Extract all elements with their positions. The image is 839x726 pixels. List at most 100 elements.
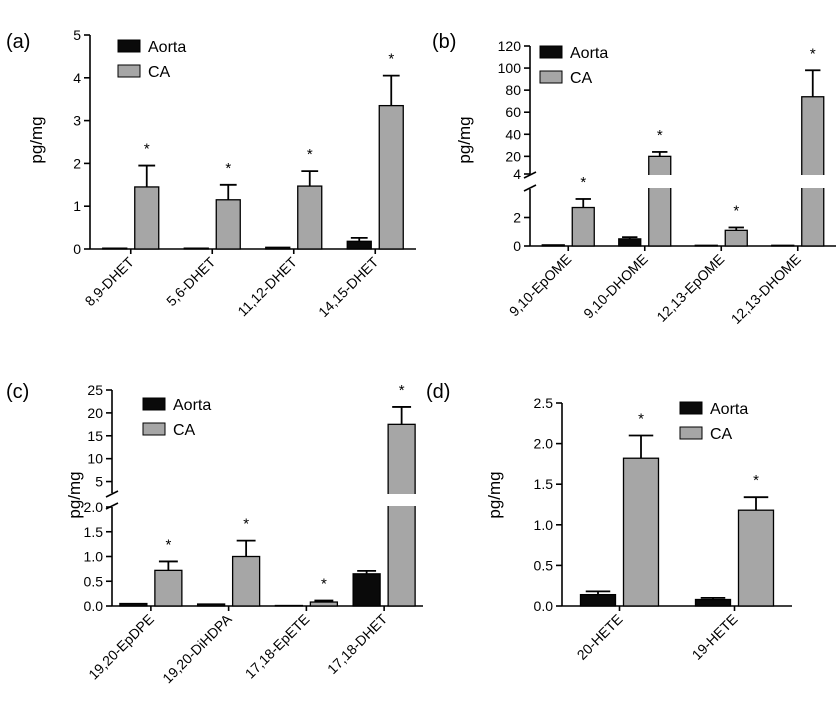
legend-label-ca: CA [173, 422, 196, 439]
bar-aorta [265, 246, 291, 250]
legend-label-aorta: Aorta [148, 39, 186, 56]
bar-aorta [102, 247, 128, 250]
legend-label-ca: CA [710, 426, 733, 443]
y-tick-label: 0.5 [534, 557, 554, 573]
legend-swatch-aorta [117, 39, 141, 53]
legend-label-ca: CA [148, 64, 171, 81]
bar-aorta [352, 573, 381, 607]
bar-ca [387, 423, 416, 607]
y-axis-label: pg/mg [485, 471, 504, 518]
bar-break-gap [386, 494, 418, 506]
y-axis-label: pg/mg [65, 471, 84, 518]
bar-ca [737, 509, 775, 607]
panel-c: (c) pg/mg 0.0 0.5 1.0 1.5 2.0 5 10 15 20 25 * 19,20-E… [6, 381, 423, 686]
y-tick-label: 0.0 [84, 598, 104, 614]
x-category-label: 8,9-DHET [82, 253, 138, 309]
bar-ca [231, 555, 261, 607]
x-category-label: 14,15-DHET [315, 253, 382, 320]
axis-break-mark [105, 490, 119, 498]
y-tick-label: 2.0 [84, 499, 104, 515]
bar-ca [571, 206, 595, 247]
bar-aorta [579, 593, 617, 607]
bar-aorta [274, 604, 304, 607]
y-tick-label: 15 [87, 428, 103, 444]
legend-swatch-ca [679, 426, 703, 440]
bar-break-gap [646, 175, 673, 188]
bar-ca [622, 457, 660, 607]
x-category-label: 9,10-EpOME [506, 251, 575, 320]
x-category-label: 11,12-DHET [234, 254, 300, 320]
y-tick-label: 40 [505, 126, 521, 142]
legend-label-aorta: Aorta [710, 401, 748, 418]
y-tick-label: 3 [73, 113, 81, 129]
significance-star: * [753, 472, 759, 489]
bar-aorta [694, 598, 732, 607]
x-category-label: 19,20-DiHDPA [159, 610, 235, 686]
y-tick-label: 2.0 [534, 436, 554, 452]
significance-star: * [307, 146, 313, 163]
legend-swatch-aorta [539, 45, 563, 59]
legend-label-ca: CA [570, 70, 593, 87]
axis-break-mark [523, 171, 537, 179]
x-category-label: 19,20-EpDPE [85, 611, 157, 683]
panel-a: (a) pg/mg 0 1 2 3 4 5 * 8,9-DHET * 5,6-DHET * 11,12-D… [6, 27, 416, 320]
y-tick-label: 1 [73, 198, 81, 214]
y-tick-label: 10 [87, 451, 103, 467]
y-tick-label: 1.0 [84, 549, 104, 565]
y-tick-label: 2 [513, 210, 521, 226]
x-category-label: 20-HETE [574, 611, 626, 663]
bar-ca [724, 229, 748, 247]
bar-ca [801, 96, 825, 247]
legend-label-aorta: Aorta [570, 45, 608, 62]
panel-label: (d) [426, 381, 450, 403]
significance-star: * [388, 51, 394, 68]
legend-swatch-aorta [679, 401, 703, 415]
y-tick-label: 1.0 [534, 517, 554, 533]
bar-aorta [694, 244, 718, 247]
significance-star: * [165, 536, 171, 553]
y-tick-label: 1.5 [534, 476, 554, 492]
panel-b: (b) pg/mg 0 2 4 20 40 60 80 100 120 * 9,10-EpOME * 9,1… [432, 31, 836, 327]
y-tick-label: 0 [73, 241, 81, 257]
axis-break-mark [523, 184, 537, 192]
y-tick-label: 80 [505, 82, 521, 98]
bar-aorta [183, 247, 209, 250]
significance-star: * [657, 127, 663, 144]
y-tick-label: 2.5 [534, 395, 554, 411]
bar-break-gap [799, 175, 826, 188]
x-category-label: 19-HETE [689, 611, 741, 663]
y-axis-label: pg/mg [455, 116, 474, 163]
legend-swatch-ca [539, 70, 563, 84]
significance-star: * [399, 382, 405, 399]
y-tick-label: 4 [73, 70, 81, 86]
legend-swatch-ca [117, 64, 141, 78]
y-tick-label: 0 [513, 238, 521, 254]
y-tick-label: 5 [95, 474, 103, 490]
legend-swatch-aorta [142, 397, 166, 411]
significance-star: * [225, 160, 231, 177]
y-tick-label: 0.5 [84, 573, 104, 589]
y-tick-label: 60 [505, 104, 521, 120]
bar-ca [309, 601, 339, 607]
bar-aorta [346, 240, 372, 250]
axis-break-mark [105, 502, 119, 510]
bar-aorta [196, 603, 226, 607]
x-category-label: 5,6-DHET [163, 253, 219, 309]
bar-aorta [119, 602, 148, 607]
y-tick-label: 120 [498, 38, 522, 54]
bar-aorta [771, 244, 795, 247]
bar-ca [648, 155, 672, 247]
y-tick-label: 20 [505, 148, 521, 164]
significance-star: * [810, 45, 816, 62]
bar-ca [297, 185, 323, 250]
bar-ca [154, 569, 183, 607]
bar-aorta [541, 244, 565, 247]
panel-label: (c) [6, 381, 29, 403]
y-tick-label: 20 [87, 405, 103, 421]
y-tick-label: 0.0 [534, 598, 554, 614]
bar-aorta [618, 238, 642, 247]
y-tick-label: 5 [73, 27, 81, 43]
panel-label: (a) [6, 31, 30, 53]
legend-label-aorta: Aorta [173, 397, 211, 414]
